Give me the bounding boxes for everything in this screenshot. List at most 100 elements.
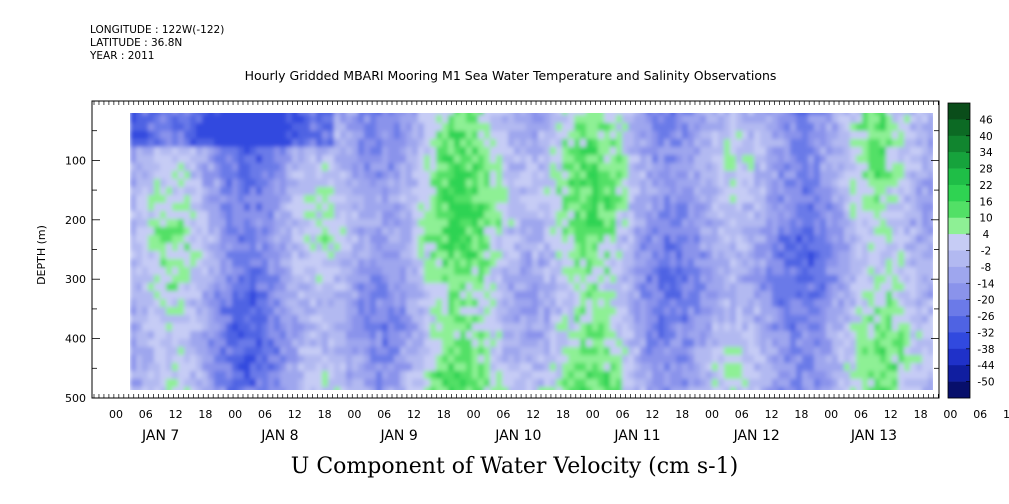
velocity-cell [190,130,197,140]
velocity-cell [766,194,773,204]
velocity-cell [874,202,881,212]
velocity-cell [628,146,635,156]
velocity-cell [766,378,773,388]
velocity-cell [790,113,797,116]
velocity-cell [820,290,827,300]
velocity-cell [406,113,413,116]
velocity-cell [622,314,629,324]
velocity-cell [250,162,257,172]
velocity-cell [718,274,725,284]
velocity-cell [814,130,821,140]
velocity-cell [286,282,293,292]
velocity-cell [190,290,197,300]
velocity-cell [490,290,497,300]
velocity-cell [184,362,191,372]
velocity-cell [238,346,245,356]
velocity-cell [538,354,545,364]
velocity-cell [802,266,809,276]
velocity-cell [358,113,365,116]
velocity-cell [844,162,851,172]
velocity-cell [130,282,137,292]
velocity-cell [250,186,257,196]
velocity-cell [904,162,911,172]
velocity-cell [742,114,749,124]
velocity-cell [490,146,497,156]
velocity-cell [622,114,629,124]
velocity-cell [184,354,191,364]
velocity-cell [718,282,725,292]
velocity-cell [682,354,689,364]
velocity-cell [658,226,665,236]
velocity-cell [490,130,497,140]
velocity-cell [196,258,203,268]
velocity-cell [286,370,293,380]
velocity-cell [178,290,185,300]
velocity-cell [238,162,245,172]
velocity-cell [652,250,659,260]
velocity-cell [436,314,443,324]
velocity-cell [418,194,425,204]
velocity-cell [328,202,335,212]
velocity-cell [316,138,323,148]
velocity-cell [520,354,527,364]
velocity-cell [226,154,233,164]
velocity-cell [166,250,173,260]
velocity-cell [412,354,419,364]
velocity-cell [346,154,353,164]
velocity-cell [718,194,725,204]
velocity-cell [910,130,917,140]
velocity-cell [148,346,155,356]
velocity-cell [868,362,875,372]
velocity-cell [190,306,197,316]
velocity-cell [508,218,515,228]
velocity-cell [136,113,143,116]
velocity-cell [586,258,593,268]
velocity-cell [340,282,347,292]
velocity-cell [196,218,203,228]
velocity-cell [472,274,479,284]
velocity-cell [412,130,419,140]
velocity-cell [388,178,395,188]
velocity-cell [286,130,293,140]
velocity-cell [748,122,755,132]
velocity-cell [526,226,533,236]
velocity-cell [274,234,281,244]
velocity-cell [604,346,611,356]
velocity-cell [346,330,353,340]
velocity-cell [436,266,443,276]
velocity-cell [340,194,347,204]
velocity-cell [628,298,635,308]
velocity-cell [724,330,731,340]
velocity-cell [250,218,257,228]
velocity-cell [262,370,269,380]
velocity-cell [868,298,875,308]
velocity-cell [754,306,761,316]
velocity-cell [448,113,455,116]
velocity-cell [442,234,449,244]
velocity-cell [172,170,179,180]
velocity-cell [664,290,671,300]
velocity-cell [304,178,311,188]
velocity-cell [712,178,719,188]
velocity-cell [628,330,635,340]
velocity-cell [178,298,185,308]
velocity-cell [478,282,485,292]
velocity-cell [310,114,317,124]
velocity-cell [280,234,287,244]
velocity-cell [826,146,833,156]
velocity-cell [448,370,455,380]
velocity-cell [544,138,551,148]
velocity-cell [214,154,221,164]
velocity-cell [580,362,587,372]
velocity-cell [784,130,791,140]
velocity-cell [334,330,341,340]
velocity-cell [490,170,497,180]
velocity-cell [598,114,605,124]
velocity-cell [628,354,635,364]
velocity-cell [802,386,809,390]
velocity-cell [436,114,443,124]
velocity-cell [826,154,833,164]
velocity-cell [664,154,671,164]
velocity-cell [784,218,791,228]
velocity-cell [724,378,731,388]
